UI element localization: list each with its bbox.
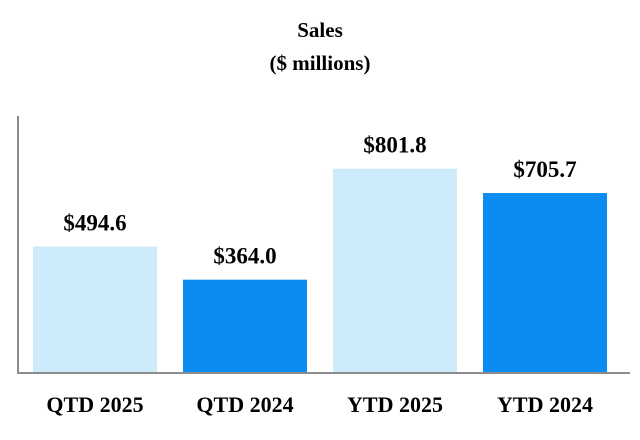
- x-tick-label-ytd-2025: YTD 2025: [347, 392, 443, 417]
- value-label-ytd-2024: $705.7: [513, 157, 576, 182]
- value-label-ytd-2025: $801.8: [363, 133, 426, 158]
- value-label-qtd-2024: $364.0: [213, 244, 276, 269]
- value-label-qtd-2025: $494.6: [63, 211, 126, 236]
- x-tick-label-qtd-2025: QTD 2025: [46, 392, 143, 417]
- bar-ytd-2024: [483, 193, 607, 372]
- value-labels-group: $494.6 $364.0 $801.8 $705.7: [63, 133, 576, 269]
- x-tick-label-qtd-2024: QTD 2024: [196, 392, 293, 417]
- chart-subtitle: ($ millions): [270, 51, 371, 75]
- bars-group: [33, 168, 607, 372]
- bar-qtd-2025: [33, 246, 157, 372]
- bar-qtd-2024: [183, 279, 307, 372]
- bar-ytd-2025: [333, 168, 457, 372]
- chart-title: Sales: [297, 18, 343, 42]
- x-tick-label-ytd-2024: YTD 2024: [497, 392, 593, 417]
- x-tick-labels-group: QTD 2025 QTD 2024 YTD 2025 YTD 2024: [46, 392, 593, 417]
